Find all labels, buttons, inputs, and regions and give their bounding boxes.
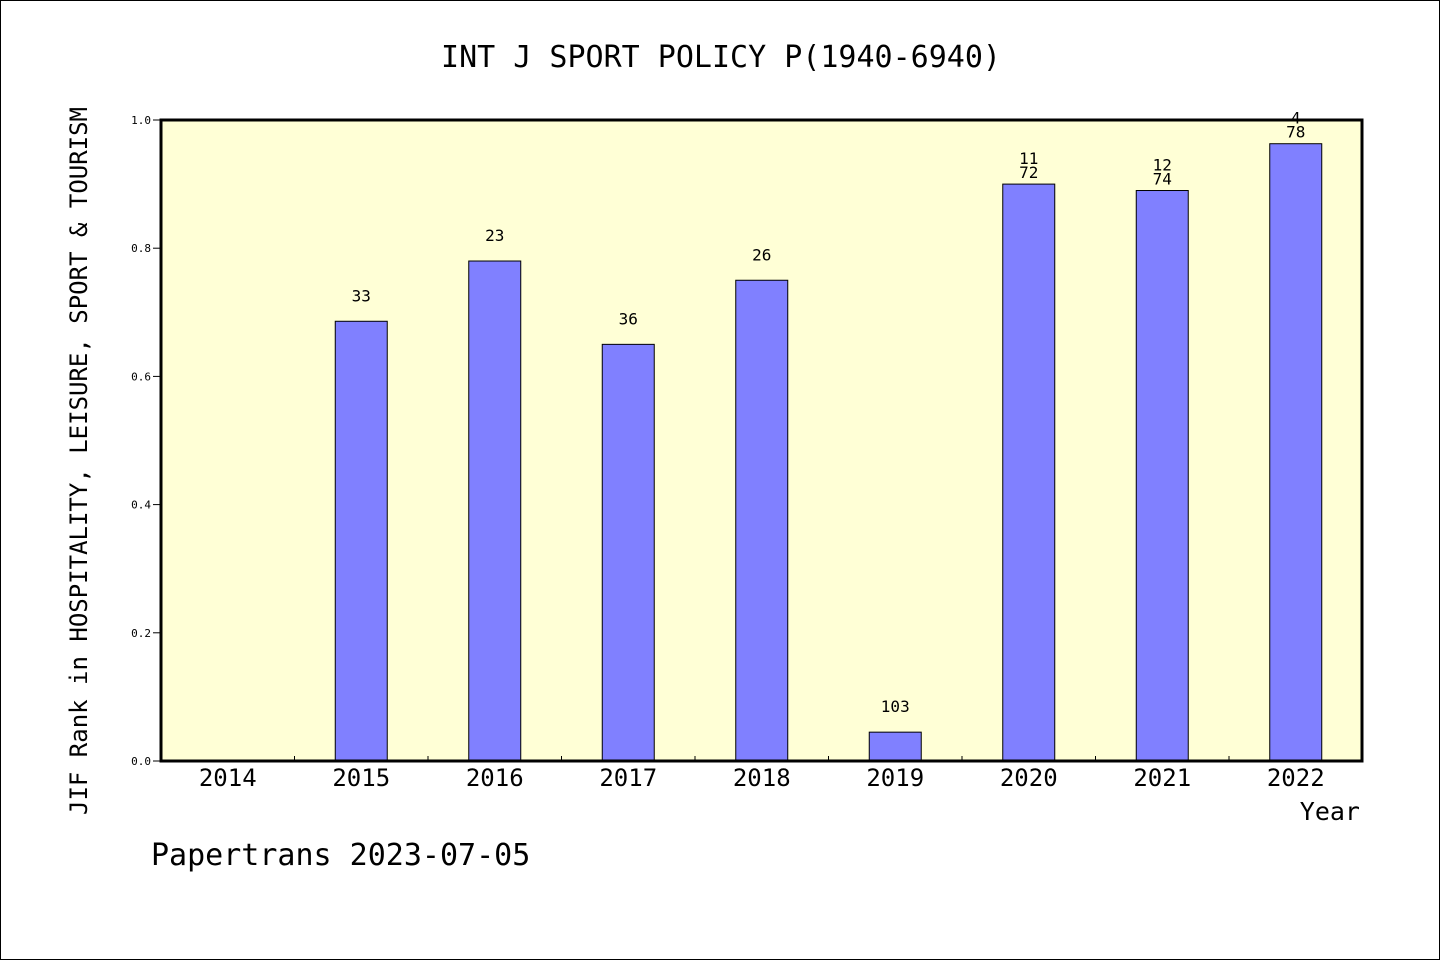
x-tick-label: 2014: [199, 764, 257, 792]
bar-total-label: 74: [1153, 170, 1172, 189]
y-tick-label: 0.8: [131, 242, 151, 255]
y-tick-label: 0.6: [131, 370, 151, 383]
y-tick-label: 0.4: [131, 499, 151, 512]
bar-rank-label: 23: [485, 226, 504, 245]
plot-border: [159, 118, 1364, 763]
bar-rank-label: 36: [619, 309, 638, 328]
bar-2018: [735, 279, 789, 762]
y-tick-label: 1.0: [131, 114, 151, 127]
y-tick-label: 0.2: [131, 627, 151, 640]
x-tick-label: 2015: [332, 764, 390, 792]
x-tick-label: 2019: [866, 764, 924, 792]
bars-layer: [334, 143, 1323, 762]
y-axis: 0.0 0.2 0.4 0.6 0.8 1.0: [131, 114, 161, 768]
bar-rank-label: 4: [1291, 109, 1301, 128]
x-tick-label: 2017: [599, 764, 657, 792]
bar-2021: [1135, 190, 1189, 762]
bar-2017: [601, 343, 655, 762]
x-tick-label: 2021: [1133, 764, 1191, 792]
bar-2015: [334, 320, 388, 762]
bar-total-label: 78: [1286, 123, 1305, 142]
bar-2019: [868, 731, 922, 762]
y-axis-label: JIF Rank in HOSPITALITY, LEISURE, SPORT …: [65, 107, 93, 815]
y-tick-label: 0.0: [131, 755, 151, 768]
bar-2020: [1002, 183, 1056, 762]
bar-rank-label: 26: [752, 245, 771, 264]
bar-total-label: 72: [1019, 163, 1038, 182]
bar-rank-label: 103: [881, 697, 910, 716]
bar-rank-label: 12: [1153, 156, 1172, 175]
footer-text: Papertrans 2023-07-05: [151, 838, 530, 873]
x-axis: 2014 2015 2016 2017 2018 2019 2020 2021 2022: [199, 756, 1325, 792]
x-tick-label: 2016: [466, 764, 524, 792]
x-tick-label: 2022: [1267, 764, 1325, 792]
x-tick-label: 2018: [733, 764, 791, 792]
bar-rank-label: 33: [352, 286, 371, 305]
chart-title: INT J SPORT POLICY P(1940-6940): [441, 40, 1001, 75]
x-axis-label: Year: [1300, 797, 1360, 826]
bar-2016: [468, 260, 522, 762]
bar-2022: [1269, 143, 1323, 762]
bar-rank-label: 11: [1019, 149, 1038, 168]
x-tick-label: 2020: [1000, 764, 1058, 792]
